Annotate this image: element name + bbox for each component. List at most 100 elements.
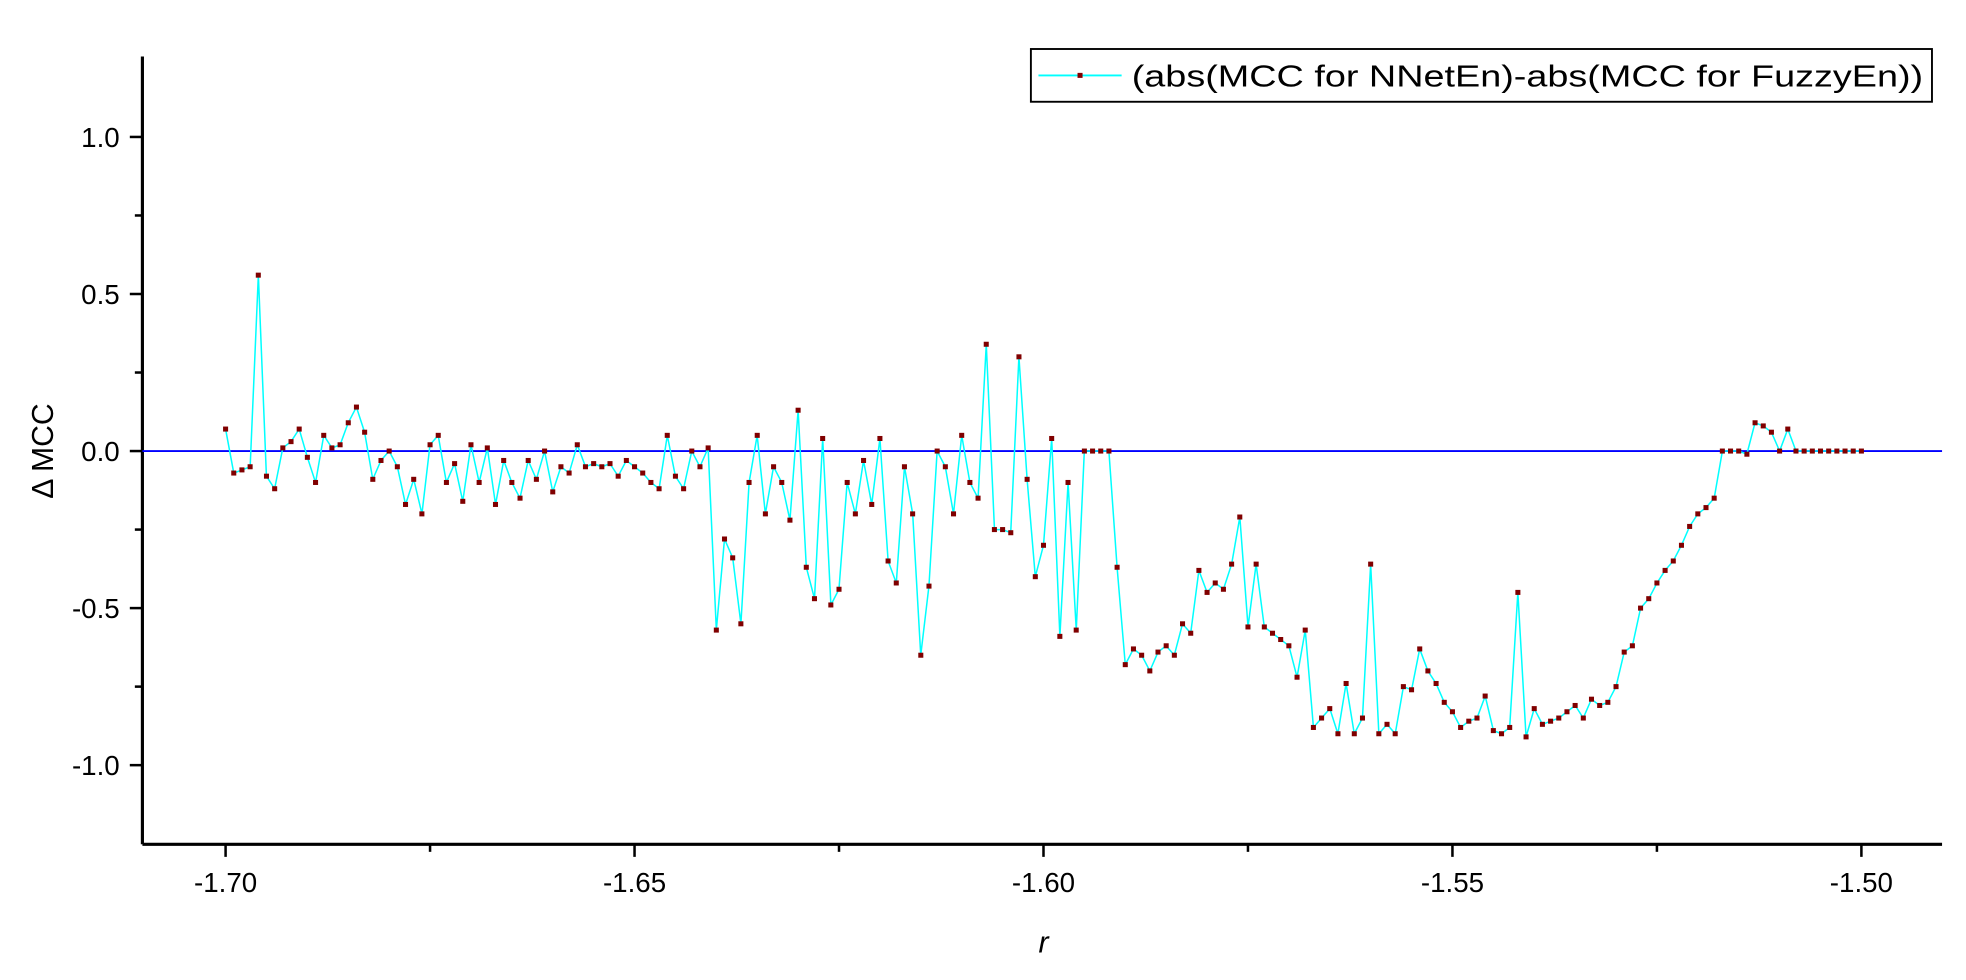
data-point (1752, 420, 1758, 426)
data-point (403, 501, 409, 507)
data-point (1106, 448, 1112, 454)
data-point (394, 464, 400, 470)
data-point (223, 426, 229, 432)
data-point (1073, 627, 1079, 633)
data-point (492, 501, 499, 507)
data-point (1809, 448, 1815, 454)
data-point (951, 511, 957, 517)
data-point (705, 445, 711, 451)
data-point (1122, 662, 1128, 668)
data-point (1237, 514, 1243, 520)
data-point (1384, 721, 1390, 727)
data-point (828, 602, 834, 608)
data-point (1417, 646, 1423, 652)
data-point (1768, 429, 1774, 435)
data-point (509, 479, 515, 485)
data-point (501, 457, 507, 463)
data-point (1343, 680, 1349, 686)
data-point (1834, 448, 1840, 454)
data-point (910, 511, 916, 517)
data-point (1736, 448, 1742, 454)
data-point (468, 442, 474, 448)
data-point (1719, 448, 1725, 454)
x-tick-label: -1.55 (1421, 867, 1484, 898)
data-point (844, 479, 850, 485)
data-point (427, 442, 433, 448)
data-point (1180, 621, 1186, 627)
data-point (1130, 646, 1136, 652)
data-point (1507, 724, 1513, 730)
data-point (681, 486, 687, 492)
data-point (1629, 643, 1635, 649)
data-point (885, 558, 891, 564)
data-point (280, 445, 286, 451)
data-point (1441, 699, 1447, 705)
data-point (1646, 596, 1652, 602)
data-point (1850, 448, 1856, 454)
x-axis-label: r (1038, 926, 1050, 959)
data-point (550, 489, 556, 495)
data-point (1057, 633, 1063, 639)
data-point (991, 527, 997, 533)
data-point (1335, 731, 1341, 737)
data-point (959, 432, 965, 438)
data-point (231, 470, 237, 476)
data-point (836, 586, 842, 592)
data-point (754, 432, 760, 438)
data-point (852, 511, 858, 517)
data-point (1081, 448, 1087, 454)
data-point (345, 420, 351, 426)
data-point (1842, 448, 1848, 454)
y-tick-label: 0.5 (81, 279, 120, 310)
data-point (983, 341, 989, 347)
data-point (558, 464, 564, 470)
data-point (697, 464, 703, 470)
data-point (1605, 699, 1611, 705)
data-point (599, 464, 605, 470)
x-tick-label: -1.70 (194, 867, 257, 898)
data-point (1294, 674, 1300, 680)
y-tick-label: -1.0 (72, 750, 120, 781)
data-point (795, 407, 801, 413)
data-point (542, 448, 548, 454)
legend: (abs(MCC for NNetEn)-abs(MCC for FuzzyEn… (1029, 48, 1933, 103)
data-point (533, 476, 539, 482)
x-tick-label: -1.60 (1012, 867, 1075, 898)
data-point (1008, 530, 1014, 536)
data-point (1163, 643, 1169, 649)
data-point (1245, 624, 1251, 630)
data-point (1409, 687, 1415, 693)
data-point (1016, 354, 1022, 360)
data-point (1368, 561, 1374, 567)
data-point (820, 435, 826, 441)
data-point (901, 464, 907, 470)
data-point (1278, 637, 1284, 643)
series-markers (223, 272, 1864, 740)
data-point (1760, 423, 1766, 429)
legend-marker-swatch (1077, 72, 1083, 78)
data-point (313, 479, 319, 485)
data-point (1515, 589, 1521, 595)
data-point (1196, 567, 1202, 573)
data-point (1588, 696, 1595, 702)
data-point (762, 511, 768, 517)
data-point (1556, 715, 1562, 721)
data-point (247, 464, 253, 470)
data-point (615, 473, 621, 479)
data-point (1000, 527, 1006, 533)
data-point (1728, 448, 1734, 454)
x-tick-label: -1.50 (1830, 867, 1893, 898)
data-point (861, 457, 867, 463)
data-point (484, 445, 490, 451)
data-point (1817, 448, 1824, 454)
data-point (1032, 574, 1038, 580)
data-point (1564, 709, 1570, 715)
data-point (1793, 448, 1799, 454)
data-point (607, 461, 613, 467)
y-ticks: -1.0 -0.5 0.0 0.5 1.0 (72, 122, 143, 781)
data-point (591, 461, 597, 467)
data-point (1400, 684, 1406, 690)
data-point (353, 404, 359, 410)
data-point (1114, 564, 1120, 570)
data-point (1490, 728, 1496, 734)
